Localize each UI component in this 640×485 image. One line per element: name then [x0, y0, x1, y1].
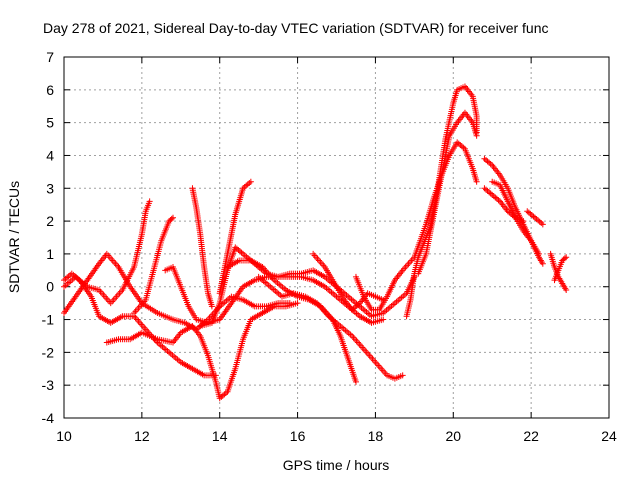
data-point	[489, 191, 496, 198]
data-point	[380, 316, 387, 323]
data-point	[535, 217, 542, 224]
data-point	[561, 255, 568, 262]
data-point	[532, 214, 539, 221]
data-point	[482, 157, 489, 164]
x-tick-label: 18	[368, 428, 384, 444]
data-point	[486, 189, 493, 196]
series-track-5	[131, 214, 176, 316]
y-tick-label: -1	[42, 312, 55, 328]
y-axis-label: SDTVAR / TECUs	[6, 181, 22, 293]
data-point	[168, 215, 175, 222]
data-point	[146, 198, 153, 205]
series-track-18	[481, 185, 527, 225]
data-point	[235, 246, 242, 253]
y-tick-label: -4	[42, 410, 55, 426]
data-point	[535, 250, 542, 257]
data-point	[221, 391, 228, 398]
data-point	[527, 210, 534, 217]
data-point	[495, 197, 502, 204]
data-point	[473, 132, 480, 139]
series-track-19	[524, 208, 546, 228]
y-tick-label: -2	[42, 344, 55, 360]
x-tick-label: 16	[290, 428, 306, 444]
data-point	[458, 143, 465, 150]
data-point	[457, 141, 464, 148]
data-point	[294, 300, 301, 307]
data-point	[536, 218, 543, 225]
series-track-11	[255, 273, 406, 382]
x-tick-label: 14	[212, 428, 228, 444]
x-tick-label: 20	[445, 428, 461, 444]
series-track-7	[189, 185, 215, 310]
data-point	[170, 214, 176, 221]
data-point	[244, 181, 251, 188]
data-point	[481, 155, 488, 162]
x-axis-label: GPS time / hours	[283, 457, 390, 473]
series-track-15	[415, 109, 480, 277]
data-point	[219, 392, 226, 399]
data-point	[247, 178, 254, 185]
data-point	[482, 186, 489, 193]
data-point	[484, 187, 491, 194]
data-point	[493, 195, 500, 202]
data-point	[487, 190, 494, 197]
data-point	[486, 159, 493, 166]
data-point	[243, 182, 250, 189]
y-tick-label: 4	[46, 147, 54, 163]
chart-title: Day 278 of 2021, Sidereal Day-to-day VTE…	[43, 20, 549, 36]
series-track-3	[61, 198, 153, 307]
data-point	[246, 180, 253, 187]
data-point	[524, 208, 531, 215]
y-tick-label: 1	[46, 246, 54, 262]
y-tick-label: 5	[46, 115, 54, 131]
data-point	[520, 218, 527, 225]
data-point	[236, 248, 243, 255]
data-point	[563, 254, 570, 261]
series-track-12	[310, 250, 387, 313]
data-point	[473, 178, 480, 185]
series-track-4	[103, 300, 301, 402]
data-point	[208, 303, 215, 310]
y-tick-label: 6	[46, 82, 54, 98]
data-point	[352, 378, 359, 385]
series-track-17	[489, 178, 542, 257]
series-track-9	[216, 178, 254, 297]
y-tick-label: 7	[46, 49, 54, 65]
series-track-21	[551, 254, 570, 284]
data-point	[484, 158, 491, 165]
x-tick-label: 24	[601, 428, 617, 444]
x-tick-label: 12	[134, 428, 150, 444]
x-tick-label: 22	[523, 428, 539, 444]
x-tick-label: 10	[56, 428, 72, 444]
data-point	[490, 193, 497, 200]
data-point	[487, 160, 494, 167]
data-marks	[61, 83, 570, 402]
data-point	[525, 209, 532, 216]
data-point	[563, 287, 570, 294]
data-point	[238, 249, 245, 256]
data-point	[539, 221, 546, 228]
data-point	[539, 260, 546, 267]
plot-frame	[63, 56, 610, 419]
data-point	[492, 194, 499, 201]
data-point	[399, 372, 406, 379]
data-point	[528, 212, 535, 219]
data-point	[481, 185, 488, 192]
y-tick-label: 2	[46, 213, 54, 229]
y-tick-label: 0	[46, 279, 54, 295]
y-tick-label: 3	[46, 180, 54, 196]
y-tick-label: -3	[42, 377, 55, 393]
